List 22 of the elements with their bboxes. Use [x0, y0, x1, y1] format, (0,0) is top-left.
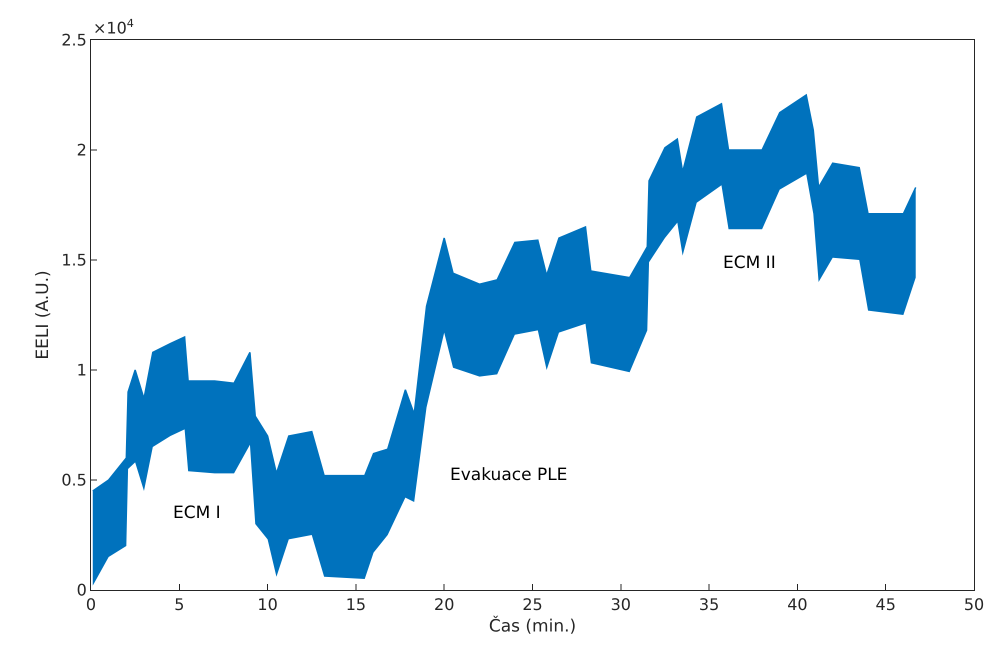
x-tick-label: 50: [964, 595, 984, 614]
x-tick-label: 40: [787, 595, 808, 614]
y-tick-label: 0.5: [61, 470, 87, 490]
text: ×10$^{4}$: [93, 17, 134, 38]
y-tick-label: 2: [76, 140, 87, 160]
x-axis-title: Čas (min.): [488, 616, 576, 637]
y-tick-label: 2.5: [61, 30, 87, 50]
y-tick-label: 1: [76, 360, 87, 380]
y-tick-label: 1.5: [61, 250, 87, 270]
annotation: ECM II: [723, 253, 776, 273]
x-tick-label: 15: [346, 595, 366, 614]
x-tick-label: 10: [257, 595, 278, 614]
annotation: Evakuace PLE: [450, 465, 568, 485]
x-tick-label: 30: [610, 595, 631, 614]
y-tick-label: 0: [76, 580, 87, 600]
x-tick-label: 25: [522, 595, 543, 614]
x-tick-label: 35: [698, 595, 720, 614]
annotation: ECM I: [173, 503, 221, 523]
x-tick-label: 45: [876, 595, 896, 614]
x-tick-label: 5: [174, 595, 184, 614]
x-tick-label: 20: [434, 595, 454, 614]
y-axis-title: EELI (A.U.): [32, 270, 53, 360]
